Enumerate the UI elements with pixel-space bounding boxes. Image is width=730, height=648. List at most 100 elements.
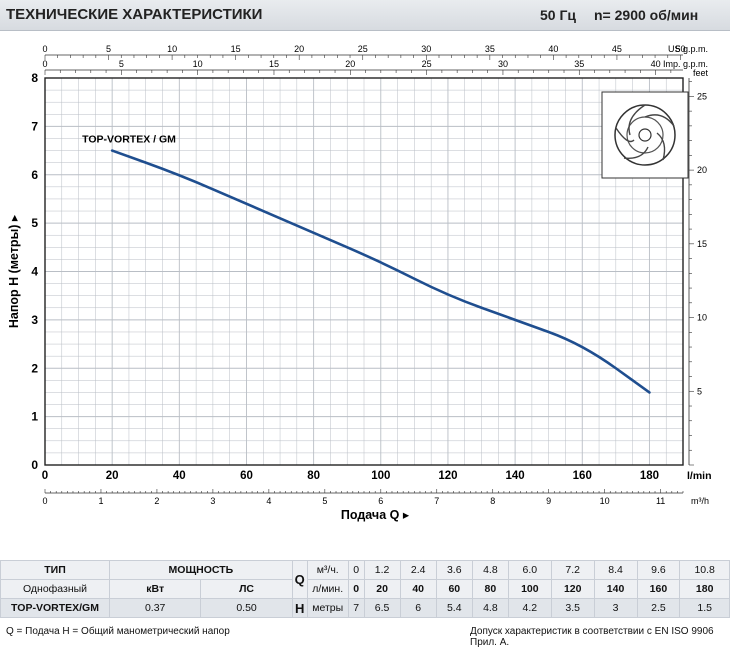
lmin-value: 80 bbox=[471, 579, 509, 599]
footer-tolerance: Допуск характеристик в соответствии с EN… bbox=[470, 626, 714, 648]
m3h-value: 9.6 bbox=[636, 560, 681, 580]
series-line-top-vortex bbox=[110, 149, 651, 394]
h-value: 2.5 bbox=[636, 598, 681, 618]
m3h-tick-label: 11 bbox=[656, 496, 665, 506]
m3h-tick-label: 8 bbox=[490, 496, 495, 506]
header-bar: ТЕХНИЧЕСКИЕ ХАРАКТЕРИСТИКИ 50 Гц n= 2900… bbox=[0, 0, 730, 31]
m3h-unit-label: m³/h bbox=[691, 496, 709, 506]
h-value: 6.5 bbox=[363, 598, 401, 618]
impeller-icon bbox=[601, 91, 689, 179]
y-tick-label: 2 bbox=[31, 361, 38, 375]
chart-labels: Подача Q ▸ Напор H (метры) ▸ TOP-VORTEX / … bbox=[7, 134, 410, 522]
impgpm-tick-label: 35 bbox=[574, 59, 584, 69]
page-title: ТЕХНИЧЕСКИЕ ХАРАКТЕРИСТИКИ bbox=[6, 6, 263, 23]
impgpm-tick-label: 0 bbox=[42, 59, 47, 69]
m3h-tick-label: 3 bbox=[210, 496, 215, 506]
impgpm-tick-label: 5 bbox=[119, 59, 124, 69]
usgpm-tick-label: 30 bbox=[421, 44, 431, 54]
usgpm-tick-label: 10 bbox=[167, 44, 177, 54]
x-unit-label: l/min bbox=[687, 470, 712, 482]
x-tick-label: 180 bbox=[640, 470, 659, 482]
usgpm-tick-label: 0 bbox=[42, 44, 47, 54]
y-tick-label: 4 bbox=[31, 265, 38, 279]
x-tick-label: 160 bbox=[573, 470, 592, 482]
lmin-unit: л/мин. bbox=[306, 579, 349, 599]
specs-table: ТИП МОЩНОСТЬ Q м³/ч. 0 1.2 2.4 3.6 4.8 6… bbox=[0, 560, 730, 618]
feet-tick-label: 10 bbox=[697, 313, 707, 323]
plot-frame bbox=[44, 77, 684, 466]
m3h-value: 4.8 bbox=[471, 560, 509, 580]
x-tick-label: 100 bbox=[371, 470, 390, 482]
impgpm-tick-label: 20 bbox=[345, 59, 355, 69]
h-unit: метры bbox=[306, 598, 349, 618]
table-row: TOP-VORTEX/GM 0.37 0.50 H метры 7 6.5 6 … bbox=[0, 598, 730, 618]
m3h-value: 6.0 bbox=[507, 560, 552, 580]
feet-tick-label: 5 bbox=[697, 386, 702, 396]
m3h-tick-label: 4 bbox=[266, 496, 271, 506]
feet-tick-label: 15 bbox=[697, 239, 707, 249]
impgpm-tick-label: 25 bbox=[422, 59, 432, 69]
hp-header: ЛС bbox=[200, 579, 293, 599]
h-label: H bbox=[291, 598, 308, 618]
x-tick-label: 140 bbox=[506, 470, 525, 482]
m3h-tick-label: 5 bbox=[322, 496, 327, 506]
usgpm-tick-label: 20 bbox=[294, 44, 304, 54]
m3h-value: 0 bbox=[347, 560, 365, 580]
feet-tick-label: 25 bbox=[697, 91, 707, 101]
m3h-value: 10.8 bbox=[679, 560, 730, 580]
chart-series bbox=[110, 149, 651, 394]
feet-tick-label: 20 bbox=[697, 165, 707, 175]
h-value: 4.2 bbox=[507, 598, 552, 618]
m3h-value: 2.4 bbox=[399, 560, 437, 580]
y-tick-label: 6 bbox=[31, 168, 38, 182]
model-name: TOP-VORTEX/GM bbox=[0, 598, 110, 618]
type-header: ТИП bbox=[0, 560, 110, 580]
usgpm-unit-label: US g.p.m. bbox=[668, 44, 708, 54]
lmin-value: 120 bbox=[550, 579, 595, 599]
kw-header: кВт bbox=[108, 579, 202, 599]
x-tick-label: 120 bbox=[438, 470, 457, 482]
m3h-tick-label: 9 bbox=[546, 496, 551, 506]
m3h-tick-label: 2 bbox=[154, 496, 159, 506]
speed-label: n= 2900 об/мин bbox=[594, 7, 699, 23]
x-axis-title: Подача Q ▸ bbox=[341, 508, 410, 522]
impgpm-tick-label: 15 bbox=[269, 59, 279, 69]
footer-legend: Q = Подача H = Общий манометрический нап… bbox=[6, 626, 230, 637]
h-value: 3.5 bbox=[550, 598, 595, 618]
kw-value: 0.37 bbox=[108, 598, 202, 618]
m3h-value: 8.4 bbox=[593, 560, 638, 580]
impgpm-tick-label: 40 bbox=[651, 59, 661, 69]
m3h-unit: м³/ч. bbox=[306, 560, 349, 580]
power-header: МОЩНОСТЬ bbox=[109, 560, 293, 580]
lmin-value: 140 bbox=[593, 579, 638, 599]
hp-value: 0.50 bbox=[200, 598, 293, 618]
usgpm-tick-label: 50 bbox=[675, 44, 685, 54]
impgpm-unit-label: Imp. g.p.m. bbox=[663, 59, 708, 69]
y-axis-title: Напор H (метры) ▸ bbox=[7, 214, 21, 328]
series-label: TOP-VORTEX / GM bbox=[82, 134, 176, 146]
m3h-tick-label: 10 bbox=[600, 496, 610, 506]
lmin-value: 160 bbox=[636, 579, 681, 599]
lmin-value: 0 bbox=[347, 579, 365, 599]
y-tick-label: 5 bbox=[31, 216, 38, 230]
y-tick-label: 7 bbox=[31, 119, 38, 133]
usgpm-tick-label: 40 bbox=[548, 44, 558, 54]
m3h-value: 1.2 bbox=[363, 560, 401, 580]
usgpm-tick-label: 25 bbox=[358, 44, 368, 54]
m3h-value: 7.2 bbox=[550, 560, 595, 580]
x-tick-label: 60 bbox=[240, 470, 253, 482]
y-tick-label: 3 bbox=[31, 313, 38, 327]
usgpm-tick-label: 35 bbox=[485, 44, 495, 54]
m3h-tick-label: 0 bbox=[42, 496, 47, 506]
usgpm-tick-label: 15 bbox=[231, 44, 241, 54]
h-value: 5.4 bbox=[435, 598, 473, 618]
frequency-label: 50 Гц bbox=[540, 7, 577, 23]
m3h-tick-label: 6 bbox=[378, 496, 383, 506]
lmin-value: 180 bbox=[679, 579, 730, 599]
x-tick-label: 0 bbox=[42, 470, 48, 482]
q-label: Q bbox=[291, 560, 308, 599]
y-tick-label: 1 bbox=[31, 410, 38, 424]
h-value: 7 bbox=[347, 598, 365, 618]
